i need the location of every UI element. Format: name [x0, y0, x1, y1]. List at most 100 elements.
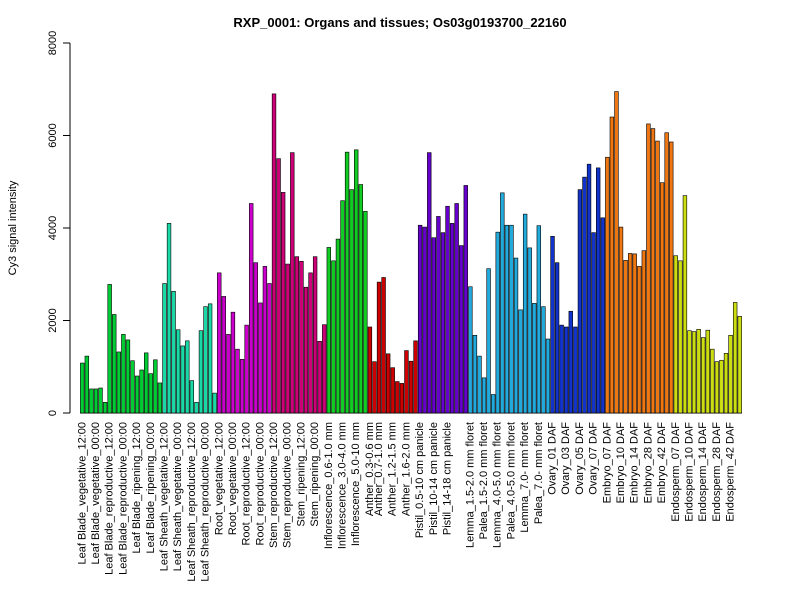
- x-tick-label: Stem_reproductive_00:00: [282, 422, 294, 548]
- bar: [340, 200, 345, 414]
- bar: [427, 152, 432, 414]
- x-tick-label: Leaf Blade_vegetative_12:00: [76, 422, 88, 565]
- x-tick-label: Lemma_4.0-5.0 mm floret: [492, 422, 504, 548]
- bar: [691, 331, 697, 414]
- bar: [705, 329, 710, 414]
- bar: [518, 309, 523, 414]
- x-tick-label: Stem_ripening_00:00: [309, 422, 321, 527]
- bar: [522, 213, 528, 414]
- bar: [294, 256, 300, 414]
- bar: [449, 223, 455, 414]
- x-tick-labels: Leaf Blade_vegetative_12:00 Leaf Blade_ve…: [76, 422, 736, 582]
- bars: [80, 91, 742, 414]
- bar: [532, 303, 537, 414]
- bar: [710, 348, 715, 414]
- bar: [139, 369, 144, 414]
- x-tick-label: Embryo_10 DAF: [615, 422, 627, 504]
- x-tick-label: Leaf Sheath_vegetative_00:00: [172, 422, 184, 571]
- bar: [678, 260, 683, 414]
- bar: [385, 353, 391, 414]
- bar: [130, 360, 135, 414]
- bar: [468, 286, 473, 414]
- bar: [322, 324, 327, 414]
- x-tick-label: Anther_0.7-1.0 mm: [373, 422, 385, 516]
- bar: [404, 350, 409, 414]
- bar: [230, 311, 236, 414]
- bar: [185, 340, 190, 414]
- x-tick-label: Leaf Blade_reproductive_12:00: [104, 422, 116, 575]
- y-tick-label: 8000: [47, 31, 59, 55]
- bar: [536, 225, 542, 414]
- bar: [527, 247, 532, 414]
- bar: [121, 334, 126, 414]
- bar: [354, 149, 359, 414]
- bar: [541, 306, 546, 414]
- bar: [358, 184, 363, 414]
- x-tick-label: Root_reproductive_00:00: [254, 422, 266, 546]
- bar: [98, 387, 103, 414]
- bar: [696, 328, 701, 414]
- bar: [125, 339, 131, 414]
- bar: [436, 216, 441, 414]
- bar: [641, 250, 647, 414]
- bar: [440, 232, 446, 414]
- bar: [180, 345, 185, 414]
- bar: [226, 334, 231, 414]
- bar: [596, 167, 601, 414]
- bar: [203, 306, 208, 414]
- x-tick-label: Palea_1.5-2.0 mm floret: [478, 422, 490, 539]
- bar: [148, 373, 153, 414]
- x-tick-label: Endosperm_07 DAF: [670, 422, 682, 522]
- x-tick-label: Embryo_07 DAF: [601, 422, 613, 504]
- bar: [550, 236, 555, 414]
- bar: [732, 302, 738, 414]
- bar: [381, 277, 386, 414]
- bar: [513, 257, 519, 414]
- bar: [144, 352, 149, 414]
- x-tick-label: Ovary_07 DAF: [588, 422, 600, 495]
- bar: [472, 334, 478, 414]
- x-tick-label: Root_reproductive_12:00: [241, 422, 253, 546]
- bar: [545, 338, 551, 414]
- bar: [417, 224, 423, 414]
- bar: [253, 262, 258, 414]
- bar: [687, 330, 692, 414]
- bar: [153, 359, 158, 414]
- bar: [162, 283, 167, 414]
- bar: [390, 367, 395, 414]
- bar: [664, 132, 669, 414]
- bar: [363, 211, 368, 414]
- bar: [637, 266, 642, 414]
- x-tick-label: Leaf Blade_vegetative_00:00: [90, 422, 102, 565]
- bar: [486, 268, 491, 414]
- bar: [618, 226, 624, 414]
- bar: [271, 93, 277, 414]
- bar: [194, 402, 199, 414]
- bar: [632, 253, 637, 414]
- bar: [582, 176, 587, 414]
- x-tick-label: Pistil_0.5-10 cm panicle: [414, 422, 426, 538]
- bar: [331, 260, 336, 414]
- bar: [308, 272, 313, 414]
- x-tick-label: Inflorescence_0.6-1.0 mm: [323, 422, 335, 549]
- bar: [267, 283, 272, 414]
- x-tick-label: Anther_0.3-0.6 mm: [364, 422, 376, 516]
- bar: [500, 192, 505, 414]
- bar: [623, 260, 628, 414]
- bar: [600, 217, 605, 414]
- bar: [367, 326, 373, 414]
- x-tick-label: Embryo_28 DAF: [642, 422, 654, 504]
- bar: [454, 203, 459, 414]
- bar: [326, 247, 331, 414]
- bar: [107, 284, 112, 414]
- x-tick-label: Stem_ripening_12:00: [295, 422, 307, 527]
- bar: [682, 195, 688, 414]
- bar: [646, 123, 651, 414]
- x-tick-label: Root_vegetative_00:00: [227, 422, 239, 535]
- bar: [89, 388, 94, 414]
- bar: [372, 361, 377, 414]
- x-tick-label: Anther_1.2-1.5 mm: [387, 422, 399, 516]
- bar: [609, 116, 615, 414]
- bar: [491, 394, 496, 414]
